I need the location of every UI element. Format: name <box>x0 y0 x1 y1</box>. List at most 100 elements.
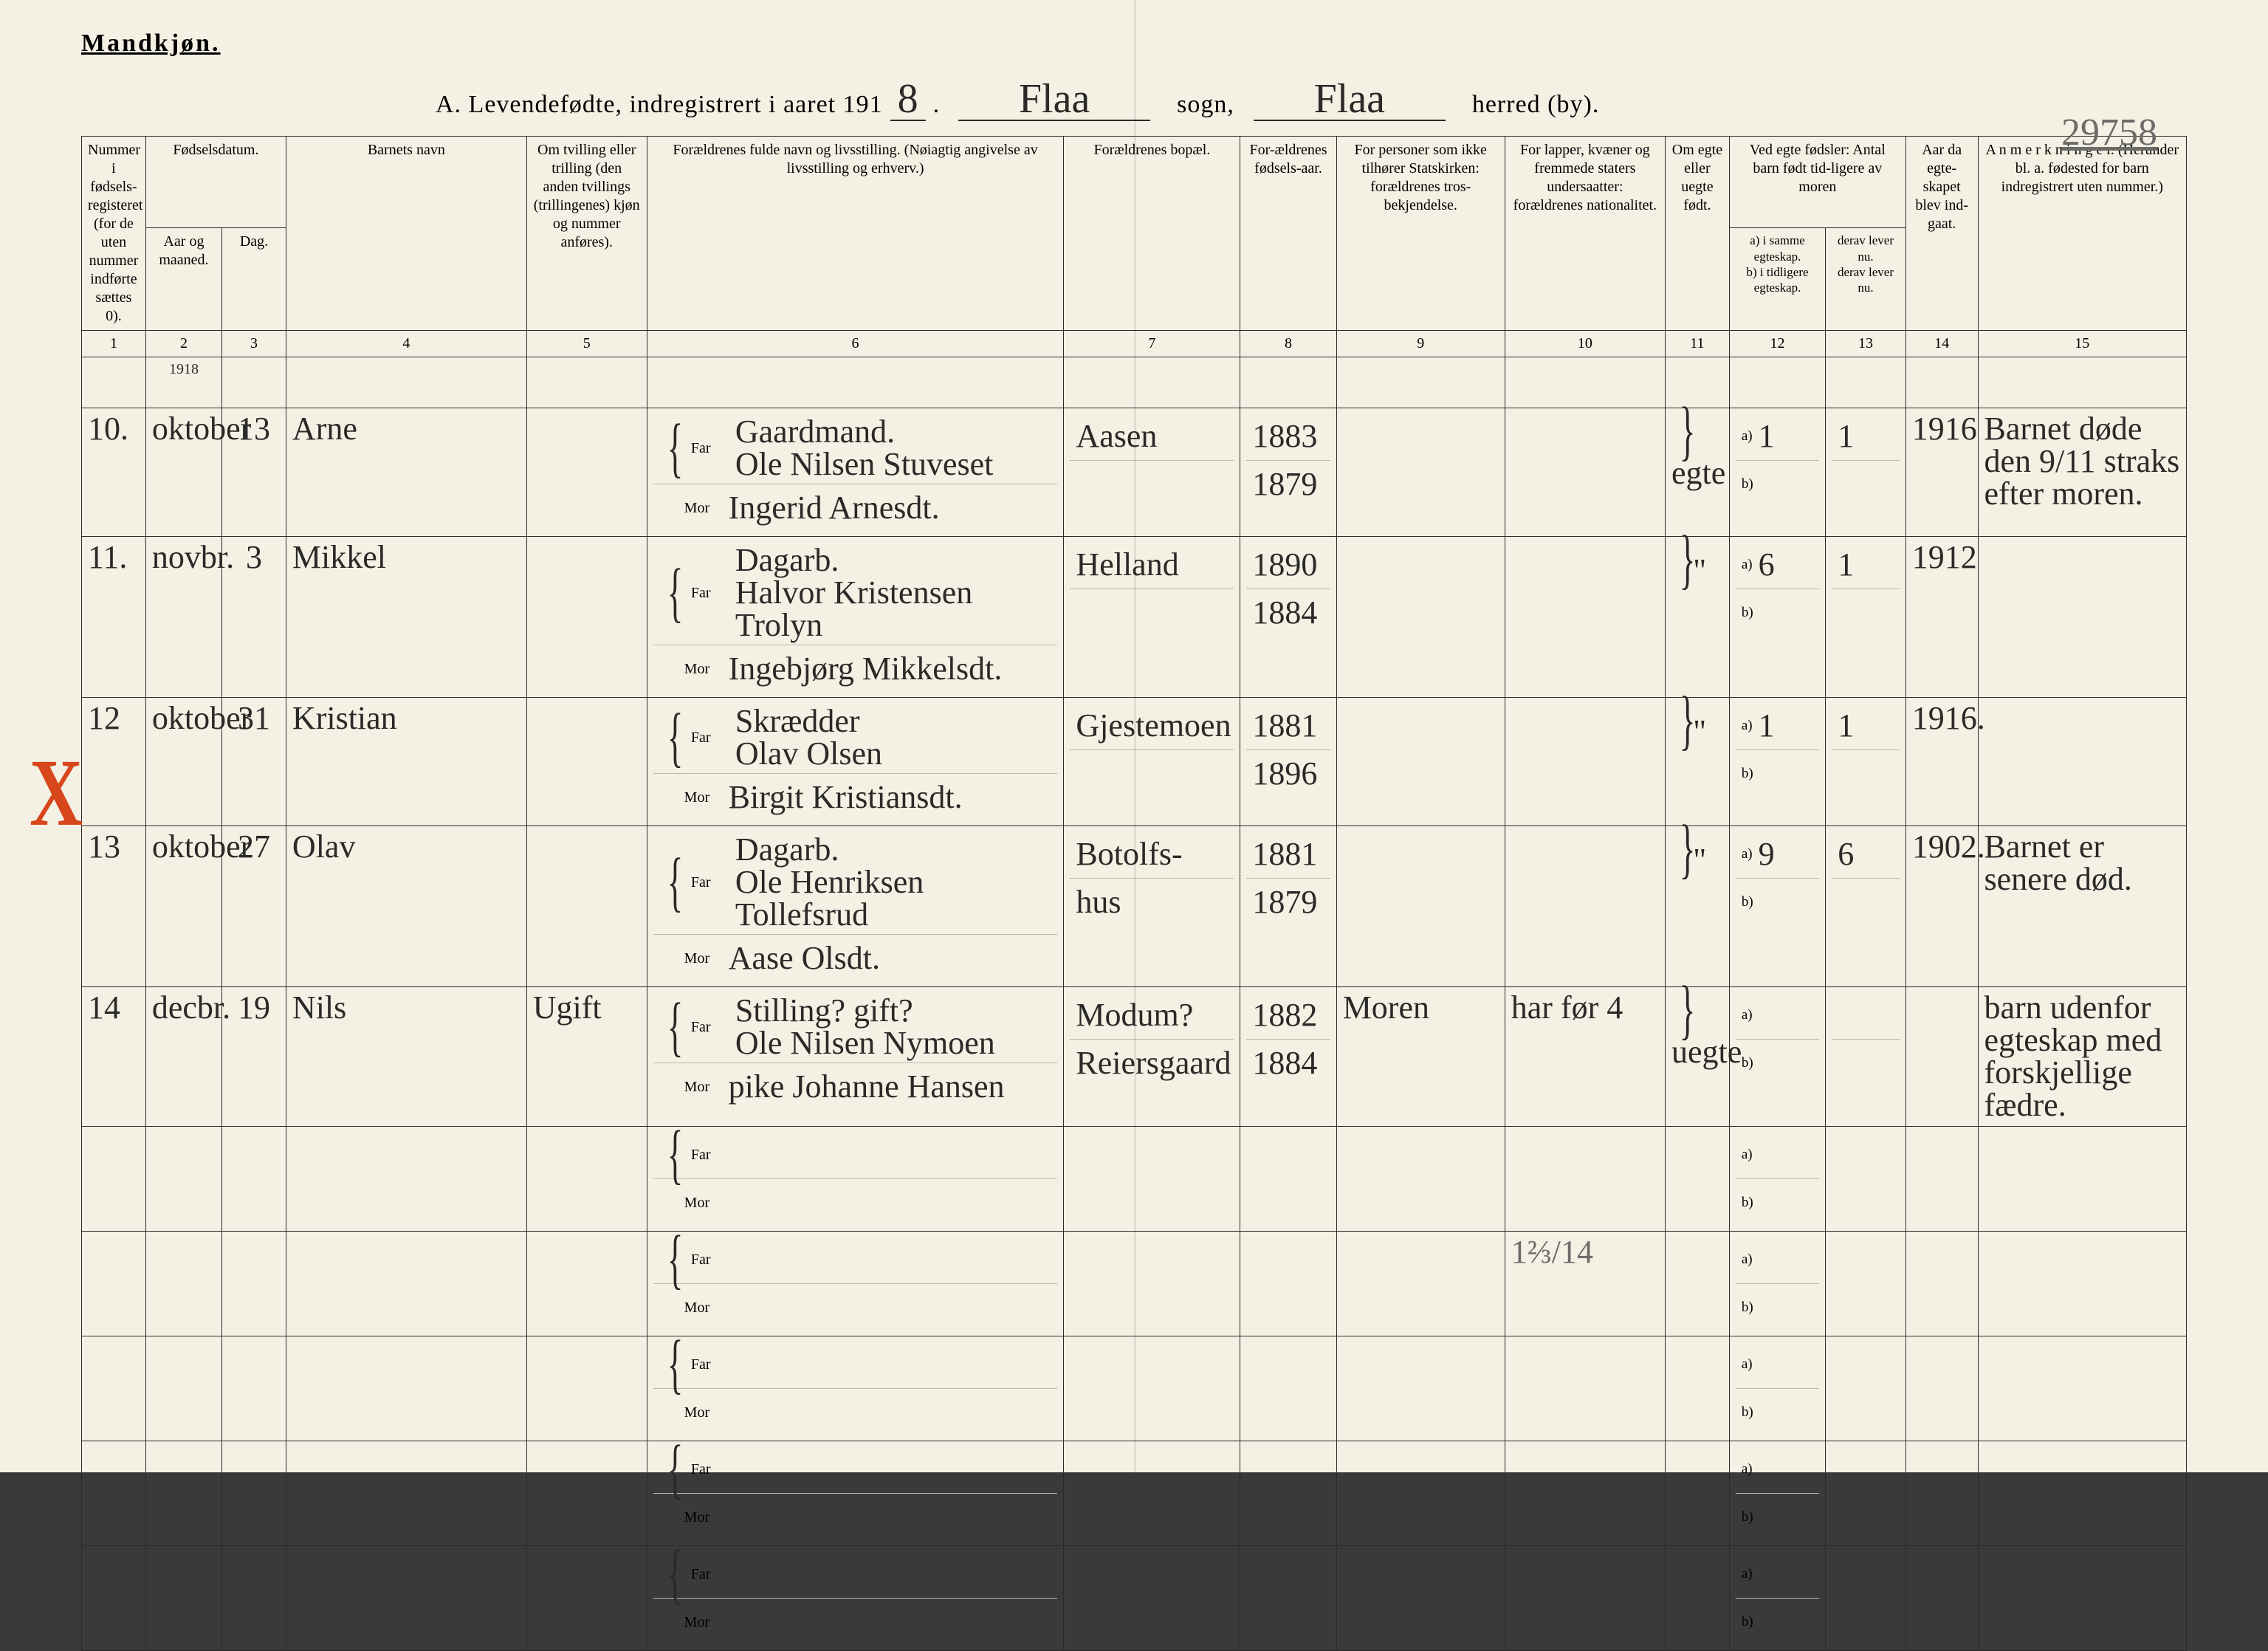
handwritten: decbr. <box>152 989 230 1026</box>
brace-icon: } <box>1680 413 1696 450</box>
cell <box>286 1127 526 1232</box>
handwritten: 11. <box>88 539 127 575</box>
cell <box>526 1441 647 1546</box>
birthyear-cell: 1881 1896 <box>1240 698 1336 826</box>
brace-icon: } <box>1680 541 1696 578</box>
cell <box>1336 826 1505 987</box>
cell <box>145 1127 221 1232</box>
table-row: 10.oktober13Arne { Far Gaardmand.Ole Nil… <box>82 408 2187 537</box>
handwritten: Arne <box>292 411 357 447</box>
cell: {FarMor <box>647 1336 1064 1441</box>
handwritten: 1 <box>1759 420 1775 453</box>
col-3-header: Dag. <box>222 228 286 331</box>
far-label: Far <box>691 730 725 746</box>
handwritten: 1916 <box>1912 411 1977 447</box>
handwritten: Modum? <box>1076 999 1193 1032</box>
cell <box>1665 1232 1729 1336</box>
title-row: A. Levendefødte, indregistrert i aaret 1… <box>81 78 2187 121</box>
mother-text: pike Johanne Hansen <box>729 1071 1005 1103</box>
col-12a: a) i samme egteskap. <box>1736 233 1819 264</box>
far-label: Far <box>691 874 725 891</box>
cell <box>1240 1232 1336 1336</box>
cell <box>82 1336 146 1441</box>
cell <box>286 1546 526 1651</box>
count-cell: a)1b) <box>1729 408 1825 537</box>
cell <box>526 1336 647 1441</box>
birthyear-cell: 18811879 <box>1240 826 1336 987</box>
cell: Arne <box>286 408 526 537</box>
cell <box>145 1336 221 1441</box>
handwritten: oktober <box>152 411 251 447</box>
handwritten: Barnet er senere død. <box>1984 828 2132 897</box>
cell <box>1240 1546 1336 1651</box>
col-8-header: For-ældrenes fødsels-aar. <box>1240 137 1336 331</box>
col-12-top-header: Ved egte fødsler: Antal barn født tid-li… <box>1729 137 1906 228</box>
cell <box>526 698 647 826</box>
handwritten: Kristian <box>292 700 397 736</box>
mother-line: Mor pike Johanne Hansen <box>653 1063 1058 1111</box>
handwritten: 13 <box>238 411 270 447</box>
handwritten: novbr. <box>152 539 234 575</box>
gender-heading: Mandkjøn. <box>81 30 2187 58</box>
cell <box>1978 1441 2186 1546</box>
derav-cell: 1 <box>1826 408 1906 537</box>
title-prefix: A. Levendefødte, indregistrert i aaret 1… <box>436 91 883 119</box>
handwritten: 1883 <box>1252 420 1317 453</box>
table-row: 13oktober27Olav { Far Dagarb.Ole Henriks… <box>82 826 2187 987</box>
cell: 1912 <box>1906 537 1978 698</box>
handwritten: 1896 <box>1252 758 1317 790</box>
cell <box>1978 1336 2186 1441</box>
cell <box>1505 698 1665 826</box>
cell <box>286 1441 526 1546</box>
handwritten: Nils <box>292 989 346 1026</box>
cell: decbr. <box>145 987 221 1127</box>
colnum: 13 <box>1826 331 1906 357</box>
cell: {FarMor <box>647 1441 1064 1546</box>
handwritten: 1916. <box>1912 700 1985 736</box>
colnum: 4 <box>286 331 526 357</box>
table-row: 11.novbr.3Mikkel { Far Dagarb.Halvor Kri… <box>82 537 2187 698</box>
cell <box>1336 408 1505 537</box>
cell <box>526 1546 647 1651</box>
cell <box>1064 1441 1240 1546</box>
cell <box>1064 1336 1240 1441</box>
father-text: Stilling? gift?Ole Nilsen Nymoen <box>735 995 995 1060</box>
cell <box>1336 1336 1505 1441</box>
father-line: { Far SkrædderOlav Olsen <box>653 702 1058 774</box>
register-page: X Mandkjøn. A. Levendefødte, indregistre… <box>0 0 2268 1472</box>
cell: 13 <box>82 826 146 987</box>
brace-icon: } <box>1680 702 1696 739</box>
parents-cell: { Far SkrædderOlav Olsen Mor Birgit Kris… <box>647 698 1064 826</box>
cell <box>82 1546 146 1651</box>
brace-icon: } <box>1680 831 1696 868</box>
cell: Mikkel <box>286 537 526 698</box>
cell: 12 <box>82 698 146 826</box>
handwritten: 13 <box>88 828 120 865</box>
mother-text: Birgit Kristiansdt. <box>729 781 963 814</box>
cell: 1⅔/14 <box>1505 1232 1665 1336</box>
table-body: 1918 10.oktober13Arne { Far Gaardmand.Ol… <box>82 357 2187 1651</box>
father-text: Gaardmand.Ole Nilsen Stuveset <box>735 416 994 481</box>
derav-cell: 1 <box>1826 698 1906 826</box>
table-row-blank: {FarMora)b) <box>82 1336 2187 1441</box>
cell <box>1505 408 1665 537</box>
handwritten: 1 <box>1759 710 1775 742</box>
cell: Olav <box>286 826 526 987</box>
mor-label: Mor <box>684 789 718 806</box>
cell <box>1665 1336 1729 1441</box>
red-cross-mark: X <box>30 738 83 848</box>
cell <box>1064 1546 1240 1651</box>
col-1-header: Nummer i fødsels-registeret (for de uten… <box>82 137 146 331</box>
cell <box>222 1127 286 1232</box>
father-line: { Far Dagarb.Ole Henriksen Tollefsrud <box>653 831 1058 935</box>
colnum: 10 <box>1505 331 1665 357</box>
table-header: Nummer i fødsels-registeret (for de uten… <box>82 137 2187 357</box>
cell: barn udenfor egteskap med forskjellige f… <box>1978 987 2186 1127</box>
colnum: 6 <box>647 331 1064 357</box>
sogn-name: Flaa <box>958 78 1150 121</box>
brace-icon: { <box>667 430 683 467</box>
cell: oktober <box>145 826 221 987</box>
handwritten: 1881 <box>1252 710 1317 742</box>
cell <box>145 1441 221 1546</box>
handwritten: barn udenfor egteskap med forskjellige f… <box>1984 989 2162 1123</box>
